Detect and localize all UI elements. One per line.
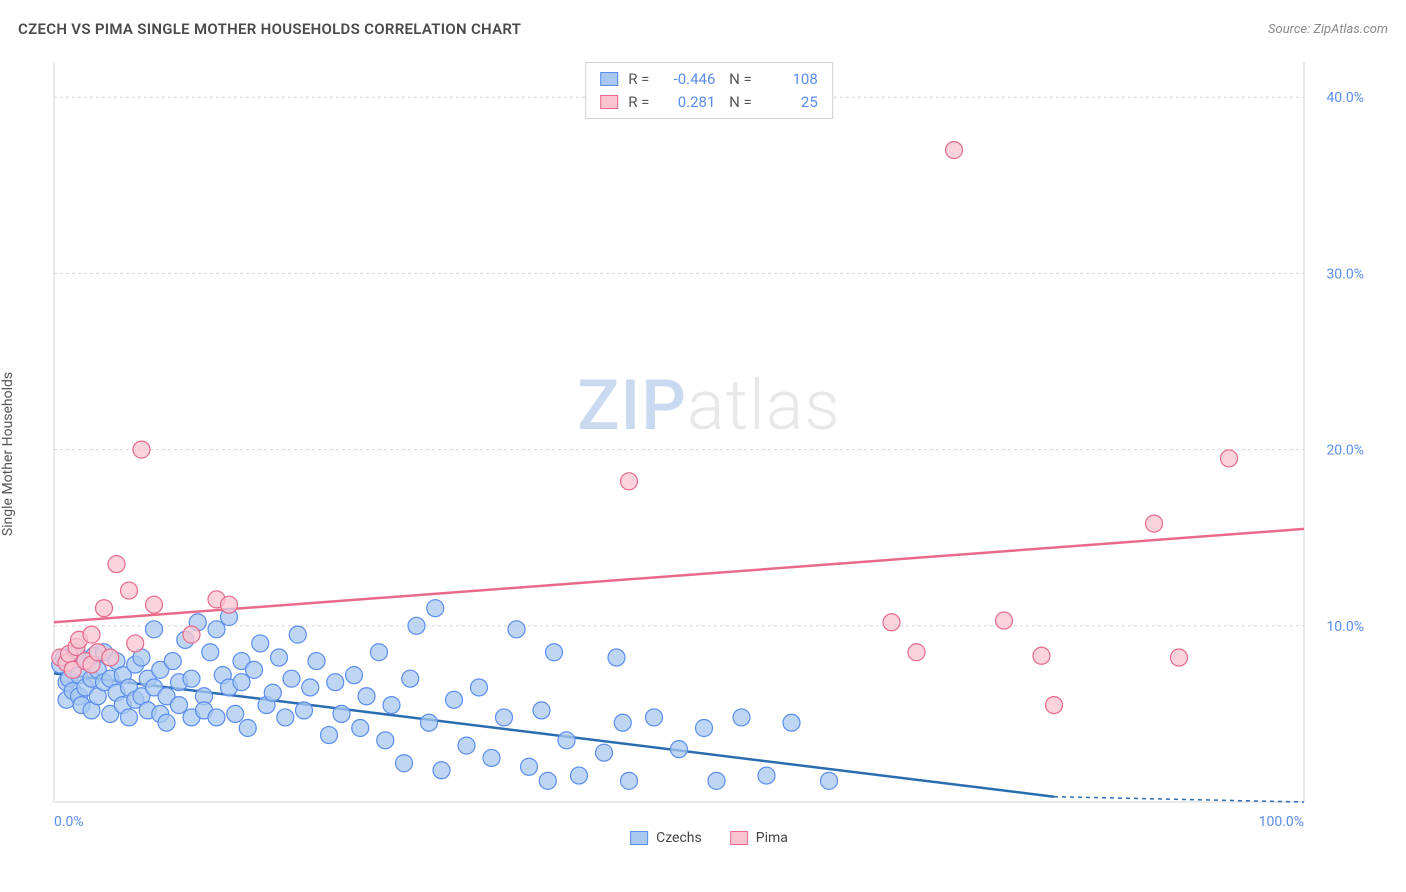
stats-row-czechs: R = -0.446 N = 108 xyxy=(600,68,818,91)
source-label: Source: ZipAtlas.com xyxy=(1268,22,1388,37)
stats-row-pima: R = 0.281 N = 25 xyxy=(600,91,818,114)
svg-text:30.0%: 30.0% xyxy=(1326,266,1364,282)
swatch-blue-icon xyxy=(600,72,618,86)
y-axis-label: Single Mother Households xyxy=(0,372,16,536)
chart-title: CZECH VS PIMA SINGLE MOTHER HOUSEHOLDS C… xyxy=(18,20,521,38)
swatch-blue-icon xyxy=(630,831,648,845)
chart-header: CZECH VS PIMA SINGLE MOTHER HOUSEHOLDS C… xyxy=(18,20,1388,38)
svg-text:100.0%: 100.0% xyxy=(1259,814,1304,830)
svg-text:20.0%: 20.0% xyxy=(1326,443,1364,459)
chart-area: ZIPatlas 10.0%20.0%30.0%40.0%0.0%100.0% … xyxy=(48,58,1370,848)
legend: Czechs Pima xyxy=(630,830,788,846)
legend-item-pima: Pima xyxy=(730,830,788,846)
svg-text:10.0%: 10.0% xyxy=(1326,619,1364,635)
svg-text:0.0%: 0.0% xyxy=(54,814,84,830)
scatter-plot: 10.0% 20.0% 30.0% 40.0% 0.0% 100.0% xyxy=(48,58,1370,848)
svg-text:40.0%: 40.0% xyxy=(1326,90,1364,106)
swatch-pink-icon xyxy=(600,95,618,109)
legend-item-czechs: Czechs xyxy=(630,830,702,846)
swatch-pink-icon xyxy=(730,831,748,845)
correlation-stats-box: R = -0.446 N = 108 R = 0.281 N = 25 xyxy=(585,62,833,119)
